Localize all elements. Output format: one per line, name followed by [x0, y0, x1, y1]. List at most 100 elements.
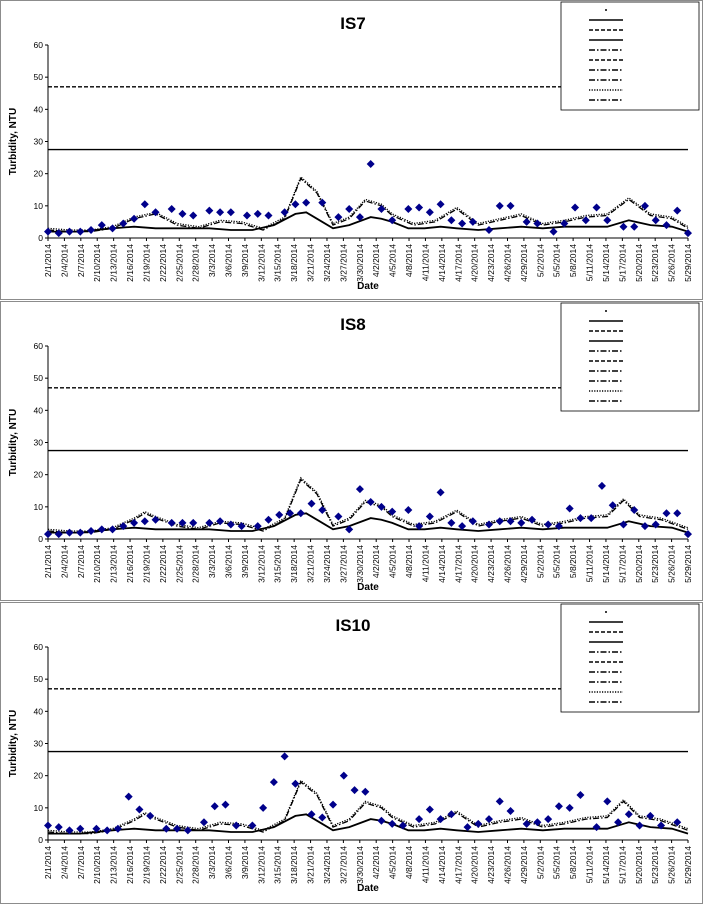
x-tick-label: 3/6/2014 [224, 846, 234, 879]
x-tick-label: 5/17/2014 [617, 846, 627, 884]
data-point [533, 219, 542, 228]
data-point [361, 787, 370, 796]
data-point [506, 201, 515, 210]
x-tick-label: 4/17/2014 [453, 244, 463, 282]
data-point [124, 792, 133, 801]
x-tick-label: 4/20/2014 [470, 846, 480, 884]
data-point [495, 797, 504, 806]
x-tick-label: 3/18/2014 [289, 846, 299, 884]
data-point [167, 518, 176, 527]
data-point [108, 525, 117, 534]
data-point [65, 528, 74, 537]
x-tick-label: 4/2/2014 [371, 545, 381, 578]
x-tick-label: 2/4/2014 [59, 846, 69, 879]
x-tick-label: 5/2/2014 [535, 545, 545, 578]
data-point [436, 200, 445, 209]
x-tick-label: 4/26/2014 [502, 244, 512, 282]
data-point [76, 227, 85, 236]
chart-is10: IS10 Turbidity, NTU 0 10 20 30 40 50 60 2/1/2014 2… [8, 603, 700, 894]
chart-panel-is8: IS8 Turbidity, NTU 0 10 20 30 40 50 60 2/1/2014 2/… [0, 301, 703, 601]
x-tick-label: 4/23/2014 [486, 846, 496, 884]
data-point [603, 216, 612, 225]
data-point [624, 810, 633, 819]
y-tick-label: 0 [38, 233, 43, 243]
x-tick-label: 3/12/2014 [256, 846, 266, 884]
x-tick-label: 5/8/2014 [568, 244, 578, 277]
data-point [587, 514, 596, 523]
x-tick-label: 5/20/2014 [634, 244, 644, 282]
y-tick-label: 20 [34, 470, 44, 480]
x-tick-label: 2/1/2014 [43, 545, 53, 578]
x-tick-label: 5/29/2014 [683, 846, 693, 884]
x-tick-label: 4/11/2014 [420, 545, 430, 582]
data-point [87, 526, 96, 535]
data-point [339, 771, 348, 780]
x-tick-label: 2/16/2014 [125, 244, 135, 282]
data-point [318, 198, 327, 207]
data-point [485, 225, 494, 234]
x-tick-label: 4/5/2014 [388, 846, 398, 879]
data-point [436, 815, 445, 824]
data-point [291, 200, 300, 209]
x-tick-label: 4/8/2014 [404, 545, 414, 578]
y-tick-label: 0 [38, 534, 43, 544]
data-point [425, 805, 434, 814]
x-tick-label: 5/11/2014 [585, 846, 595, 883]
data-point [140, 517, 149, 526]
x-tick-label: 5/14/2014 [601, 244, 611, 282]
x-tick-label: 5/29/2014 [683, 545, 693, 583]
chart-is7: IS7 Turbidity, NTU 0 10 20 30 40 50 60 2/1/2014 2/… [8, 1, 700, 292]
x-tick-label: 2/16/2014 [125, 846, 135, 884]
data-point [97, 525, 106, 534]
y-tick-label: 60 [34, 40, 44, 50]
legend [560, 302, 700, 412]
x-tick-label: 2/1/2014 [43, 846, 53, 879]
chart-title: IS10 [336, 616, 371, 635]
data-point [226, 520, 235, 529]
data-point [436, 488, 445, 497]
x-tick-label: 3/30/2014 [355, 545, 365, 583]
data-point [253, 209, 262, 218]
legend-marker [605, 310, 607, 312]
data-point [232, 821, 241, 830]
x-tick-label: 5/17/2014 [617, 244, 627, 282]
x-tick-label: 3/27/2014 [338, 846, 348, 884]
data-point [425, 208, 434, 217]
x-tick-label: 2/22/2014 [158, 545, 168, 583]
x-tick-label: 5/26/2014 [667, 545, 677, 583]
data-point [619, 520, 628, 529]
data-point [415, 522, 424, 531]
data-point [684, 530, 692, 539]
x-tick-label: 5/5/2014 [552, 846, 562, 879]
series-line [48, 813, 689, 835]
data-point [404, 205, 413, 214]
x-tick-label: 4/23/2014 [486, 244, 496, 282]
data-point [640, 522, 649, 531]
data-point [350, 786, 359, 795]
data-point [506, 517, 515, 526]
data-point [87, 225, 96, 234]
y-tick-label: 10 [34, 803, 44, 813]
data-point [657, 821, 666, 830]
data-point [140, 200, 149, 209]
y-tick-label: 60 [34, 642, 44, 652]
x-tick-label: 3/21/2014 [306, 545, 316, 583]
x-tick-label: 3/6/2014 [224, 545, 234, 578]
x-tick-label: 5/26/2014 [667, 846, 677, 884]
data-point [162, 824, 171, 833]
x-tick-label: 3/30/2014 [355, 846, 365, 884]
data-point [264, 515, 273, 524]
x-tick-label: 4/29/2014 [519, 545, 529, 583]
x-tick-label: 2/19/2014 [141, 846, 151, 884]
data-point [119, 522, 128, 531]
y-tick-label: 20 [34, 169, 44, 179]
x-tick-label: 4/14/2014 [437, 846, 447, 884]
data-point [565, 504, 574, 513]
x-tick-label: 2/13/2014 [109, 244, 119, 282]
y-tick-label: 40 [34, 104, 44, 114]
data-point [173, 824, 182, 833]
y-tick-label: 30 [34, 438, 44, 448]
data-point [307, 810, 316, 819]
data-point [468, 217, 477, 226]
x-tick-label: 5/11/2014 [585, 244, 595, 281]
